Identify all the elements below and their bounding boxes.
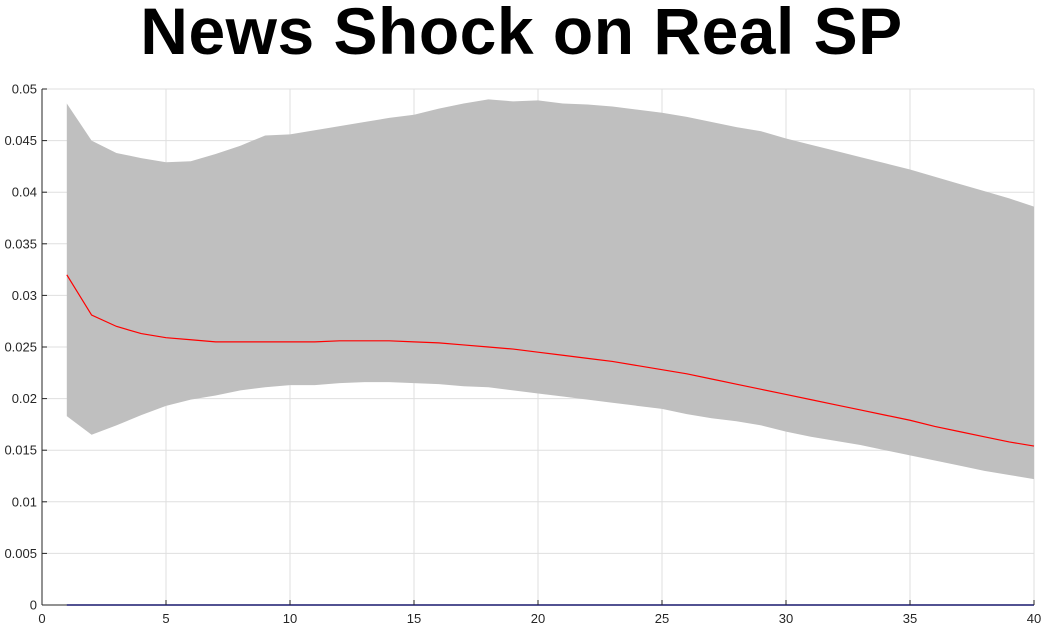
x-axis-ticks: 0 5 10 15 20 25 30 35 40 (38, 600, 1041, 626)
y-tick-label: 0.025 (4, 340, 37, 355)
x-tick-label: 40 (1027, 611, 1041, 626)
confidence-band (66, 99, 1035, 480)
y-axis-ticks: 0 0.005 0.01 0.015 0.02 0.025 0.03 0.035 0.04 0.0… (4, 82, 47, 613)
median-line (66, 274, 1035, 447)
x-tick-label: 5 (162, 611, 169, 626)
x-tick-label: 30 (779, 611, 793, 626)
chart-marks (66, 99, 1035, 606)
y-tick-label: 0 (30, 598, 37, 613)
x-tick-label: 0 (38, 611, 45, 626)
chart-title: News Shock on Real SP (140, 0, 903, 68)
x-tick-label: 25 (655, 611, 669, 626)
y-tick-label: 0.04 (12, 185, 37, 200)
x-tick-label: 20 (531, 611, 545, 626)
x-tick-label: 10 (283, 611, 297, 626)
x-tick-label: 35 (903, 611, 917, 626)
y-tick-label: 0.015 (4, 443, 37, 458)
y-tick-label: 0.035 (4, 236, 37, 251)
y-tick-label: 0.03 (12, 288, 37, 303)
y-tick-label: 0.01 (12, 494, 37, 509)
y-tick-label: 0.005 (4, 546, 37, 561)
y-tick-label: 0.02 (12, 391, 37, 406)
y-tick-label: 0.05 (12, 82, 37, 97)
x-tick-label: 15 (407, 611, 421, 626)
y-tick-label: 0.045 (4, 133, 37, 148)
